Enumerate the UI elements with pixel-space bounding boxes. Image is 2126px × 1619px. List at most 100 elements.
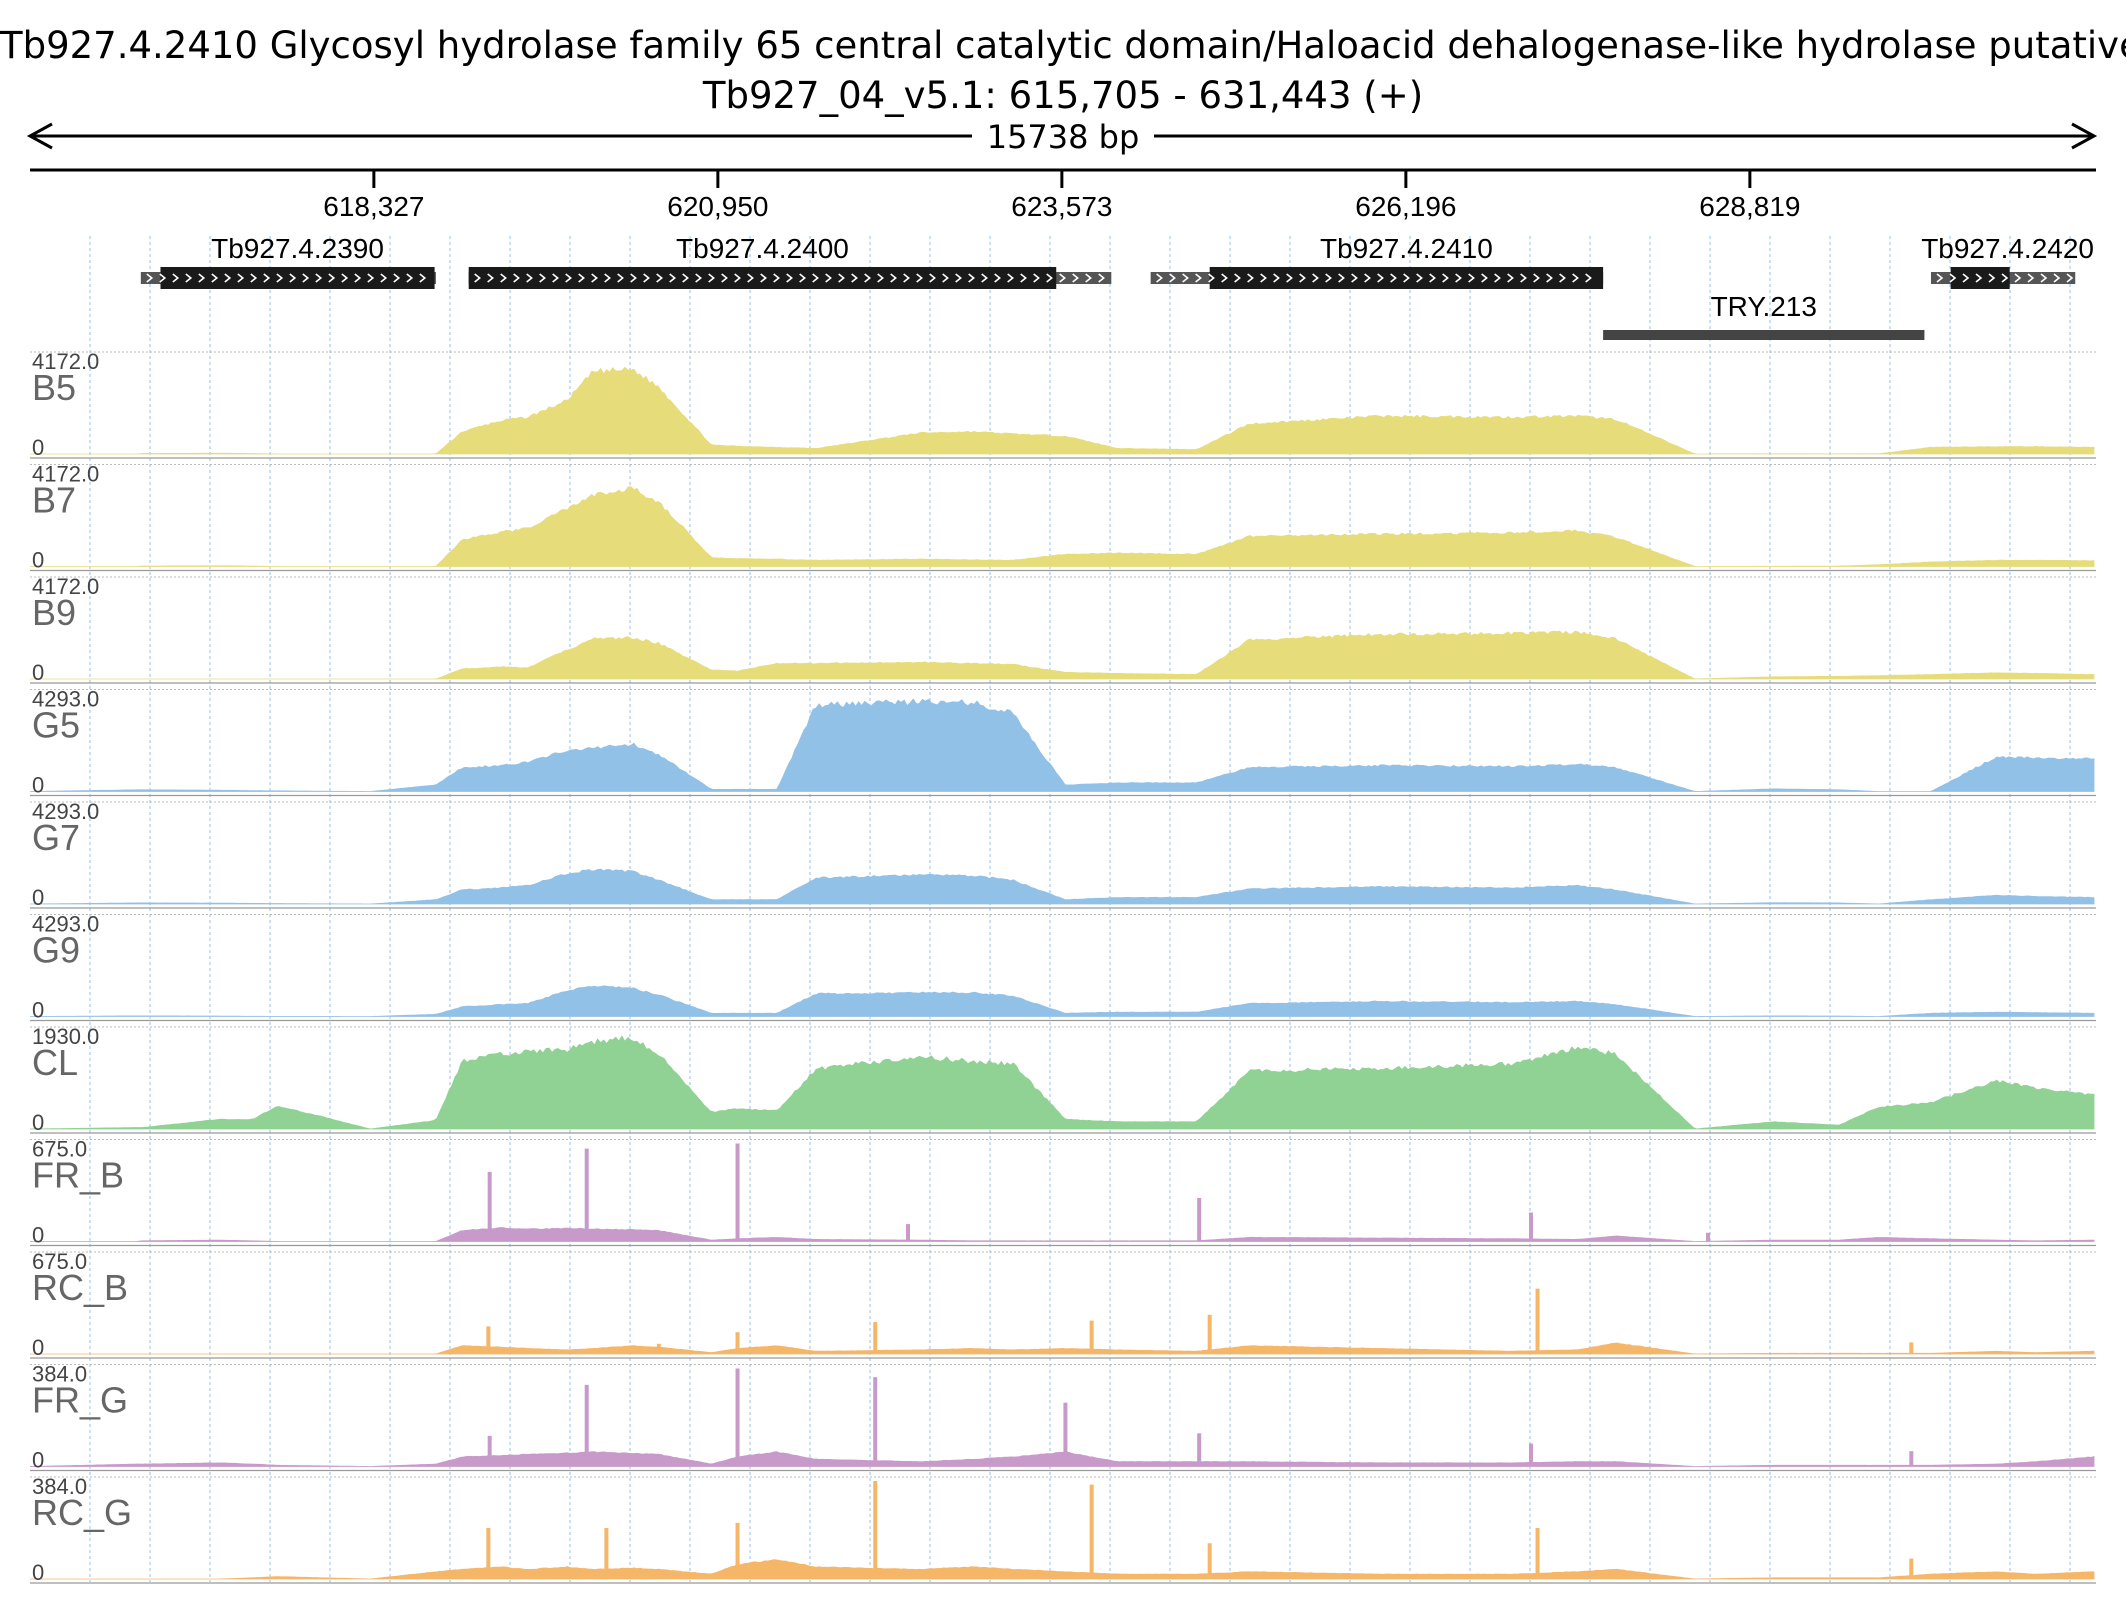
read-spike	[873, 1481, 878, 1579]
read-spike	[486, 1326, 491, 1354]
track-area-G5	[29, 698, 2095, 792]
track-name: B5	[32, 367, 76, 408]
feature-TRY.213: TRY.213	[1603, 291, 1925, 340]
feature-label: TRY.213	[1711, 291, 1817, 322]
gene-Tb927.4.2400: Tb927.4.2400	[468, 233, 1112, 289]
strand-arrow-icon	[211, 273, 219, 283]
strand-arrow-icon	[393, 273, 401, 283]
strand-arrow-icon	[604, 273, 611, 283]
cds-bar	[468, 267, 1057, 289]
track-zero-label: 0	[32, 435, 44, 460]
track-zero-label: 0	[32, 1335, 44, 1360]
strand-arrow-icon	[500, 273, 507, 283]
read-spike	[1197, 1197, 1202, 1242]
strand-arrow-icon	[1260, 273, 1267, 283]
strand-arrow-icon	[1494, 273, 1501, 283]
read-spike	[1909, 1558, 1914, 1579]
strand-arrow-icon	[916, 273, 923, 283]
track-name: B9	[32, 592, 76, 633]
strand-arrow-icon	[1007, 273, 1014, 283]
track-B9: 4172.0B9 0	[30, 574, 2096, 685]
read-spike	[906, 1224, 911, 1242]
strand-arrow-icon	[1585, 273, 1592, 283]
strand-arrow-icon	[1936, 273, 1944, 283]
strand-arrow-icon	[224, 273, 232, 283]
strand-arrow-icon	[1533, 273, 1540, 283]
read-spike	[1528, 1443, 1533, 1467]
axis-ticks: 618,327 620,950 623,573 626,196 628,819	[323, 170, 1800, 222]
gene-label: Tb927.4.2420	[1921, 233, 2094, 264]
gene-label: Tb927.4.2400	[676, 233, 849, 264]
strand-arrow-icon	[367, 273, 375, 283]
track-max-label: 675.0	[32, 1249, 87, 1274]
strand-arrow-icon	[172, 273, 180, 283]
read-spike	[1089, 1484, 1094, 1579]
strand-arrow-icon	[734, 273, 741, 283]
arrowhead-right-icon	[2071, 122, 2098, 150]
strand-arrow-icon	[773, 273, 780, 283]
strand-arrow-icon	[1546, 273, 1553, 283]
track-name: CL	[32, 1042, 78, 1083]
track-name: RC_B	[32, 1267, 128, 1308]
strand-arrow-icon	[1351, 273, 1358, 283]
track-B7: 4172.0B7 0	[30, 462, 2096, 573]
strand-arrow-icon	[656, 273, 663, 283]
track-zero-label: 0	[32, 998, 44, 1023]
locus-label: Tb927_04_v5.1: 615,705 - 631,443 (+)	[702, 74, 1424, 117]
read-spike	[1528, 1212, 1533, 1242]
span-label: 15738 bp	[987, 118, 1140, 156]
strand-arrow-icon	[942, 273, 949, 283]
read-spike	[1197, 1433, 1202, 1467]
track-max-label: 4172.0	[32, 462, 99, 487]
chart-title: Tb927.4.2410 Glycosyl hydrolase family 6…	[0, 24, 2126, 67]
track-zero-label: 0	[32, 885, 44, 910]
strand-arrow-icon	[1338, 273, 1345, 283]
strand-arrow-icon	[591, 273, 598, 283]
strand-arrow-icon	[1481, 273, 1488, 283]
gene-Tb927.4.2410: Tb927.4.2410	[1150, 233, 1604, 289]
strand-arrow-icon	[2066, 273, 2074, 283]
strand-arrow-icon	[825, 273, 832, 283]
strand-arrow-icon	[2027, 273, 2035, 283]
strand-arrow-icon	[289, 273, 297, 283]
strand-arrow-icon	[565, 273, 572, 283]
strand-arrow-icon	[1429, 273, 1436, 283]
track-zero-label: 0	[32, 1110, 44, 1135]
strand-arrow-icon	[1046, 273, 1053, 283]
tick-label: 620,950	[667, 191, 768, 222]
tick-label: 628,819	[1699, 191, 1800, 222]
track-name: B7	[32, 480, 76, 521]
strand-arrow-icon	[682, 273, 689, 283]
track-zero-label: 0	[32, 660, 44, 685]
read-spike	[1909, 1342, 1914, 1354]
track-name: G5	[32, 705, 80, 746]
read-spike	[1063, 1402, 1068, 1467]
strand-arrow-icon	[929, 273, 936, 283]
strand-arrow-icon	[263, 273, 271, 283]
strand-arrow-icon	[578, 273, 585, 283]
track-name: FR_G	[32, 1380, 128, 1421]
strand-arrow-icon	[419, 273, 427, 283]
strand-arrow-icon	[328, 273, 336, 283]
grid-lines	[89, 236, 2071, 1582]
strand-arrow-icon	[760, 273, 767, 283]
strand-arrow-icon	[1234, 273, 1241, 283]
tick-label: 623,573	[1011, 191, 1112, 222]
strand-arrow-icon	[981, 273, 988, 283]
track-max-label: 4172.0	[32, 574, 99, 599]
read-spike	[735, 1332, 740, 1354]
strand-arrow-icon	[302, 273, 310, 283]
strand-arrow-icon	[812, 273, 819, 283]
read-spike	[1089, 1320, 1094, 1354]
strand-arrow-icon	[955, 273, 962, 283]
strand-arrow-icon	[890, 273, 897, 283]
strand-arrow-icon	[276, 273, 284, 283]
read-spike	[873, 1377, 878, 1467]
track-zero-label: 0	[32, 773, 44, 798]
strand-arrow-icon	[1416, 273, 1423, 283]
track-max-label: 4172.0	[32, 349, 99, 374]
track-max-label: 1930.0	[32, 1024, 99, 1049]
strand-arrow-icon	[406, 273, 414, 283]
strand-arrow-icon	[1221, 273, 1228, 283]
